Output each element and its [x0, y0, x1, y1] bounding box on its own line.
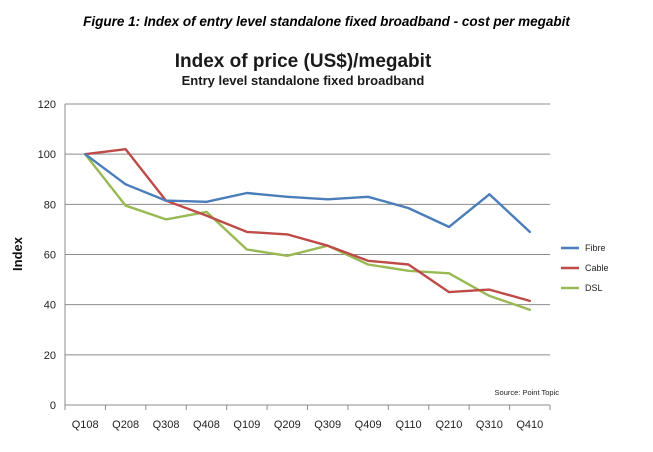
x-tick-label-q309: Q309 [314, 419, 341, 431]
x-tick-label-q408: Q408 [193, 419, 220, 431]
x-tick-label-q110: Q110 [395, 419, 421, 431]
series-line-fibre [83, 152, 531, 234]
series-line-dsl [83, 152, 531, 311]
y-tick-label: 100 [38, 149, 56, 161]
x-tick-label-q409: Q409 [355, 419, 382, 431]
chart-title: Index of price (US$)/megabit [175, 51, 432, 72]
x-tick-label-q410: Q410 [516, 419, 543, 431]
y-tick-label: 120 [38, 99, 56, 111]
source-note: Source: Point Topic [495, 388, 560, 397]
legend-label-fibre: Fibre [585, 243, 606, 253]
y-tick-label: 0 [50, 400, 56, 412]
x-tick-label-q108: Q108 [72, 419, 99, 431]
y-tick-label: 20 [44, 350, 56, 362]
x-tick-label-q210: Q210 [435, 419, 462, 431]
x-tick-label-q308: Q308 [153, 419, 180, 431]
x-tick-label-q209: Q209 [274, 419, 301, 431]
y-tick-label: 40 [44, 300, 56, 312]
y-axis-label: Index [10, 236, 25, 271]
series-line-cable [83, 147, 531, 303]
chart-subtitle: Entry level standalone fixed broadband [182, 73, 425, 88]
y-tick-label: 60 [44, 250, 56, 262]
x-tick-label-q310: Q310 [476, 419, 503, 431]
legend-label-cable: Cable [585, 263, 609, 273]
legend-label-dsl: DSL [585, 283, 603, 293]
figure-caption: Figure 1: Index of entry level standalon… [83, 14, 570, 29]
x-tick-label-q109: Q109 [233, 419, 260, 431]
y-tick-label: 80 [44, 199, 56, 211]
x-tick-label-q208: Q208 [112, 419, 139, 431]
